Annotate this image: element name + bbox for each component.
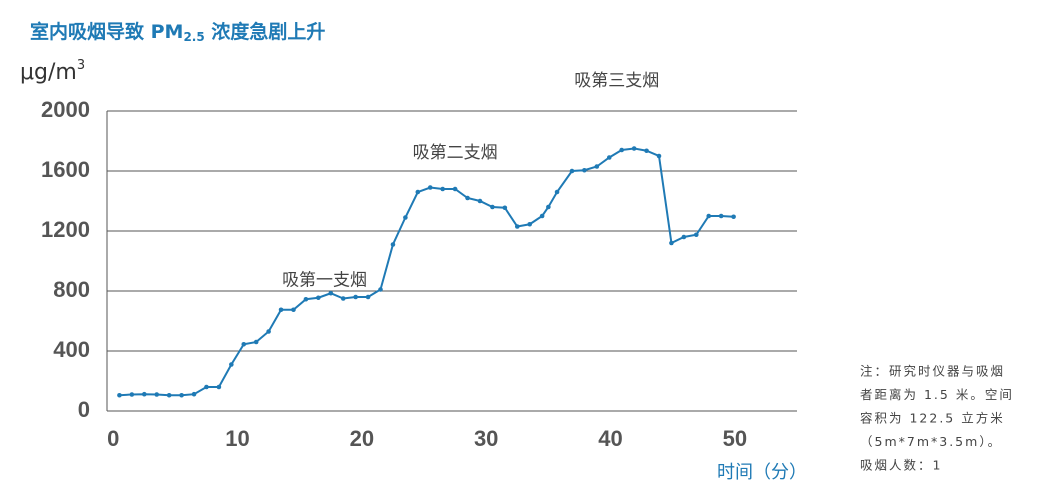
x-tick-label: 20 (350, 426, 374, 451)
data-point (378, 287, 383, 292)
y-tick-label: 800 (53, 277, 90, 302)
data-point (241, 341, 247, 347)
data-point (328, 290, 334, 296)
ylabel-sup: 3 (77, 58, 85, 73)
data-point (554, 189, 560, 195)
data-point (606, 155, 612, 160)
y-tick-label: 400 (53, 337, 90, 362)
data-point (502, 205, 508, 211)
data-point (278, 307, 284, 313)
data-point (452, 186, 458, 192)
data-point (693, 232, 699, 238)
data-point (340, 296, 346, 301)
data-point (403, 215, 408, 220)
data-point (477, 198, 483, 204)
data-point (527, 221, 533, 227)
data-point (706, 213, 712, 219)
data-point (141, 391, 147, 397)
y-tick-label: 1600 (41, 157, 90, 182)
data-point (514, 224, 520, 229)
data-point (440, 186, 445, 192)
data-point (154, 392, 160, 397)
x-axis-label: 时间（分） (717, 462, 807, 483)
x-tick-label: 10 (225, 426, 249, 451)
y-tick-label: 1200 (41, 217, 90, 242)
data-point (390, 242, 396, 247)
data-point (303, 296, 309, 302)
data-point (656, 153, 662, 159)
data-point (718, 213, 724, 219)
data-point (129, 392, 135, 397)
note-line: 容积为 122.5 立方米 (860, 411, 1005, 426)
chart-title: 室内吸烟导致 PM2.5 浓度急剧上升 (30, 20, 325, 44)
data-point (266, 329, 271, 334)
note-line: 者距离为 1.5 米。空间 (860, 387, 1014, 402)
data-point (353, 294, 358, 300)
data-point (179, 392, 184, 398)
title-sub: 2.5 (183, 30, 204, 44)
y-axis-label: μg/m3 (20, 58, 85, 86)
x-tick-label: 40 (598, 426, 622, 451)
title-main: 室内吸烟导致 PM (30, 20, 183, 43)
x-tick-label: 50 (723, 426, 747, 451)
data-point (539, 213, 545, 219)
x-tick-label: 0 (107, 426, 119, 451)
title-rest: 浓度急剧上升 (205, 20, 326, 43)
data-point (582, 167, 587, 173)
data-point (427, 185, 433, 190)
data-point (166, 392, 172, 398)
annotation: 吸第三支烟 (574, 71, 659, 91)
note-line: （5m*7m*3.5m）。 (860, 434, 1002, 449)
note-line: 注：研究时仪器与吸烟 (860, 364, 1005, 379)
annotation: 吸第二支烟 (413, 143, 498, 163)
data-point (546, 204, 551, 210)
note-line: 吸烟人数：1 (860, 458, 942, 473)
data-point (594, 164, 600, 169)
data-point (216, 384, 222, 390)
data-point (631, 146, 637, 151)
data-point (204, 384, 209, 390)
data-line (119, 147, 734, 397)
data-point (681, 234, 687, 240)
data-point (490, 204, 495, 210)
data-point (731, 214, 736, 220)
data-point (316, 295, 321, 301)
y-tick-label: 2000 (41, 97, 90, 122)
data-point (669, 240, 674, 246)
data-point (365, 294, 371, 300)
data-point (117, 392, 122, 398)
ylabel-text: μg/m (20, 60, 77, 85)
data-point (291, 307, 296, 313)
data-point (253, 339, 259, 345)
data-point (465, 195, 470, 201)
data-point (644, 148, 649, 154)
data-point (415, 189, 421, 195)
data-point (569, 168, 575, 174)
data-point (619, 147, 625, 153)
data-point (229, 362, 234, 367)
annotation: 吸第一支烟 (282, 271, 367, 291)
y-tick-label: 0 (78, 397, 90, 422)
x-tick-label: 30 (474, 426, 498, 451)
data-point (191, 391, 197, 397)
